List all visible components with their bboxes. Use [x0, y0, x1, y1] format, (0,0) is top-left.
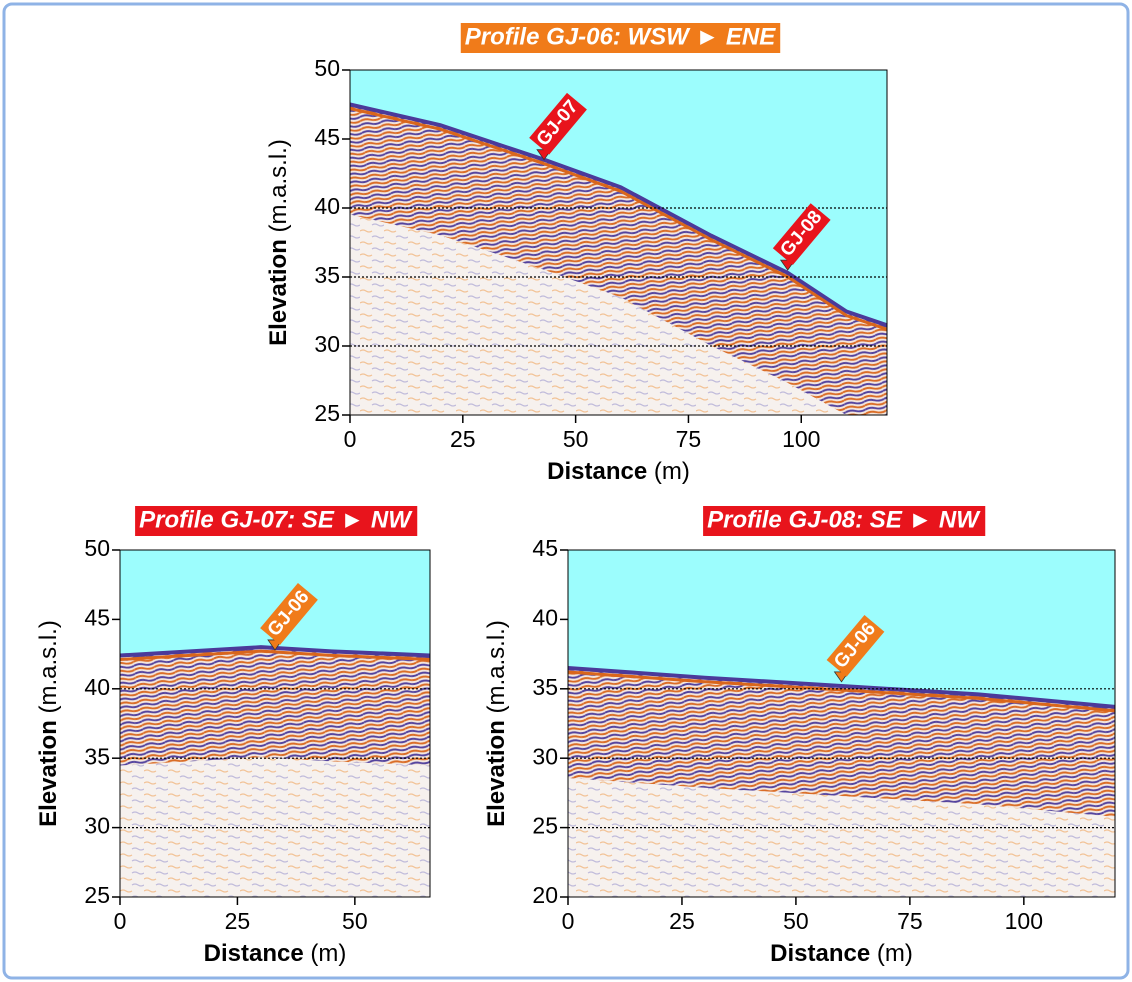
title-box — [703, 506, 986, 536]
surface-top — [349, 107, 888, 331]
title-box — [135, 506, 418, 536]
y-axis-unit: (m.a.s.l.) — [265, 139, 292, 232]
y-axis-title: Elevation — [265, 239, 292, 346]
x-axis-label: Distance (m) — [770, 940, 913, 967]
y-axis-unit: (m.a.s.l.) — [35, 620, 62, 713]
y-axis-label: Elevation (m.a.s.l.) — [483, 620, 510, 827]
y-axis-title: Elevation — [35, 720, 62, 827]
y-tick-label: 20 — [532, 882, 558, 908]
x-tick-label: 25 — [669, 908, 695, 934]
y-tick-label: 35 — [314, 262, 340, 288]
y-tick-label: 40 — [314, 193, 340, 219]
x-tick-label: 25 — [225, 908, 251, 934]
x-tick-label: 100 — [1005, 908, 1043, 934]
x-tick-label: 50 — [783, 908, 809, 934]
x-tick-label: 75 — [897, 908, 923, 934]
x-tick-label: 75 — [676, 426, 702, 452]
y-tick-label: 35 — [532, 674, 558, 700]
surface-top — [119, 649, 431, 661]
y-tick-label: 25 — [532, 813, 558, 839]
y-tick-label: 25 — [84, 882, 110, 908]
y-tick-label: 45 — [84, 604, 110, 630]
x-tick-label: 0 — [114, 908, 127, 934]
x-tick-label: 25 — [450, 426, 476, 452]
title-box — [460, 23, 781, 53]
y-axis-unit: (m.a.s.l.) — [483, 620, 510, 713]
x-axis-label: Distance (m) — [204, 940, 347, 967]
x-tick-label: 100 — [782, 426, 820, 452]
surface-top — [567, 670, 1116, 713]
y-tick-label: 30 — [532, 743, 558, 769]
x-axis-unit: (m) — [310, 940, 346, 967]
y-tick-label: 45 — [532, 535, 558, 561]
x-axis-title: Distance — [770, 940, 870, 967]
y-tick-label: 50 — [314, 55, 340, 81]
x-axis-title: Distance — [547, 458, 647, 485]
x-tick-label: 0 — [562, 908, 575, 934]
y-tick-label: 35 — [84, 743, 110, 769]
x-tick-label: 50 — [342, 908, 368, 934]
x-tick-label: 0 — [344, 426, 357, 452]
reflector-band — [350, 104, 887, 415]
x-axis-unit: (m) — [654, 458, 690, 485]
y-tick-label: 30 — [84, 813, 110, 839]
x-axis-label: Distance (m) — [547, 458, 690, 485]
plot-border — [119, 549, 431, 898]
y-tick-label: 50 — [84, 535, 110, 561]
chart-title: Profile GJ-07: SE ► NW — [139, 506, 413, 533]
x-axis-title: Distance — [204, 940, 304, 967]
plot-border — [567, 549, 1116, 898]
marker-label-box — [826, 614, 885, 677]
y-tick-label: 40 — [532, 604, 558, 630]
y-axis-label: Elevation (m.a.s.l.) — [35, 620, 62, 827]
y-tick-label: 45 — [314, 124, 340, 150]
marker-label-box — [529, 92, 587, 155]
y-tick-label: 30 — [314, 331, 340, 357]
chart-title: Profile GJ-06: WSW ► ENE — [465, 23, 776, 50]
marker-label-box — [260, 583, 318, 645]
y-axis-label: Elevation (m.a.s.l.) — [265, 139, 292, 346]
surface — [119, 645, 431, 658]
reflector-band — [568, 667, 1115, 817]
surface — [567, 665, 1116, 709]
plot-border — [349, 69, 888, 416]
y-tick-label: 40 — [84, 674, 110, 700]
x-tick-label: 50 — [563, 426, 589, 452]
marker-label-box — [772, 203, 831, 265]
y-axis-title: Elevation — [483, 720, 510, 827]
reflector-band — [120, 647, 430, 766]
surface — [349, 102, 888, 328]
chart-title: Profile GJ-08: SE ► NW — [707, 506, 981, 533]
y-tick-label: 25 — [314, 400, 340, 426]
x-axis-unit: (m) — [877, 940, 913, 967]
